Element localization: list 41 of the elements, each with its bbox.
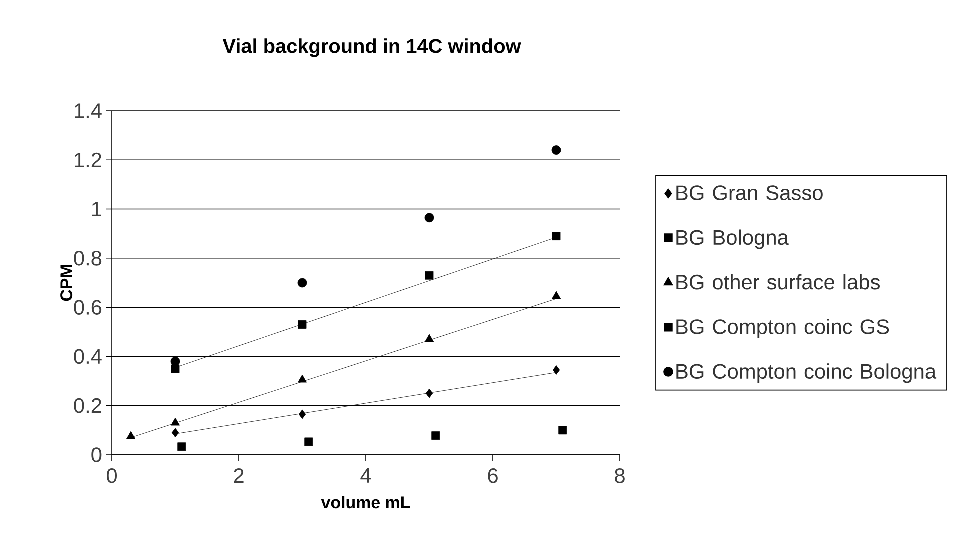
point <box>426 388 434 398</box>
x-axis-title: volume mL <box>321 496 410 509</box>
y-tick-label: 1 <box>92 202 102 216</box>
legend-label: BG other surface labs <box>676 274 880 290</box>
point <box>170 418 180 426</box>
point <box>424 334 434 342</box>
point <box>552 146 562 155</box>
point <box>558 426 568 435</box>
point <box>170 356 180 366</box>
point <box>298 374 308 383</box>
point <box>126 431 136 440</box>
x-tick-label: 0 <box>107 468 118 484</box>
y-tick-label: 0.8 <box>74 251 102 266</box>
point <box>425 271 434 280</box>
y-tick-label: 0 <box>92 448 102 462</box>
x-tick-label: 4 <box>360 468 372 483</box>
point <box>178 442 186 452</box>
point <box>424 213 434 223</box>
x-tick-label: 8 <box>615 468 625 484</box>
point <box>298 320 307 329</box>
point <box>432 432 440 440</box>
y-tick-label: 1.4 <box>75 104 102 118</box>
x-tick-label: 6 <box>488 468 498 484</box>
chart-title: Vial background in 14C window <box>222 38 522 58</box>
legend-label: BG Compton coinc GS <box>676 319 890 339</box>
point <box>304 438 314 446</box>
y-tick-label: 1.2 <box>75 152 102 168</box>
legend-label: BG Compton coinc Bologna <box>676 364 937 384</box>
y-tick-label: 0.4 <box>74 349 102 364</box>
point <box>552 366 560 375</box>
legend-label: BG Gran Sasso <box>676 186 823 200</box>
point <box>298 410 306 420</box>
legend-label: BG Bologna <box>676 230 789 250</box>
y-axis-title: CPM <box>60 265 73 302</box>
point <box>172 428 180 438</box>
point <box>552 232 561 240</box>
x-tick-label: 2 <box>234 468 244 484</box>
point <box>298 278 308 288</box>
y-tick-label: 0.6 <box>74 300 102 315</box>
y-tick-label: 0.2 <box>74 398 102 414</box>
point <box>552 291 562 300</box>
